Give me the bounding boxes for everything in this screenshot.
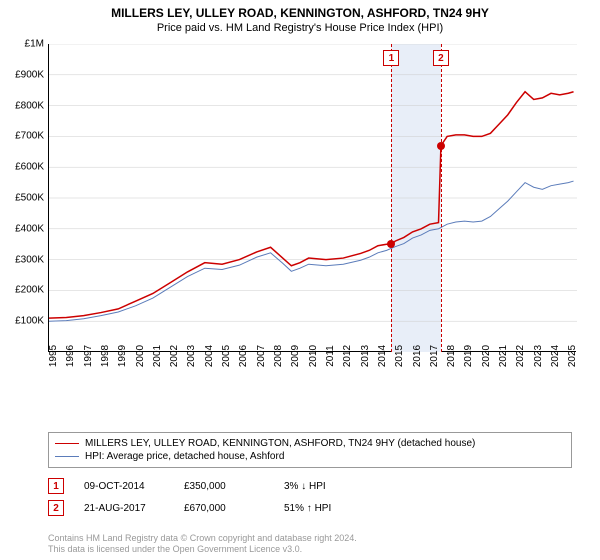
- x-tick-label: 2017: [429, 345, 440, 367]
- x-tick-label: 2002: [169, 345, 180, 367]
- x-tick-label: 2014: [377, 345, 388, 367]
- x-tick-label: 2016: [412, 345, 423, 367]
- x-tick-label: 1995: [48, 345, 59, 367]
- sale-vline: [391, 44, 392, 352]
- x-tick-label: 2023: [533, 345, 544, 367]
- legend-row-price-paid: MILLERS LEY, ULLEY ROAD, KENNINGTON, ASH…: [55, 437, 565, 450]
- x-tick-label: 1996: [65, 345, 76, 367]
- x-tick-label: 2020: [481, 345, 492, 367]
- sale-price-2: £670,000: [184, 503, 264, 514]
- y-tick-label: £900K: [15, 69, 44, 80]
- sale-date-2: 21-AUG-2017: [84, 503, 164, 514]
- x-tick-label: 2010: [308, 345, 319, 367]
- legend-row-hpi: HPI: Average price, detached house, Ashf…: [55, 450, 565, 463]
- x-tick-label: 2006: [238, 345, 249, 367]
- x-tick-label: 2022: [515, 345, 526, 367]
- plot-svg: [49, 44, 577, 352]
- series-line-hpi: [49, 181, 574, 321]
- y-tick-label: £700K: [15, 131, 44, 142]
- x-tick-label: 2019: [463, 345, 474, 367]
- x-tick-label: 2007: [256, 345, 267, 367]
- plot-sale-marker: 2: [433, 50, 449, 66]
- sale-diff-1: 3% ↓ HPI: [284, 481, 364, 492]
- sale-diff-2: 51% ↑ HPI: [284, 503, 364, 514]
- sale-row-1: 1 09-OCT-2014 £350,000 3% ↓ HPI: [48, 478, 364, 494]
- footer-line-1: Contains HM Land Registry data © Crown c…: [48, 533, 357, 545]
- sale-dot: [437, 142, 445, 150]
- sale-marker-2: 2: [48, 500, 64, 516]
- sale-vline: [441, 44, 442, 352]
- x-tick-label: 2001: [152, 345, 163, 367]
- legend-swatch-hpi: [55, 456, 79, 457]
- x-tick-label: 2011: [325, 345, 336, 367]
- x-tick-label: 1999: [117, 345, 128, 367]
- legend-swatch-price-paid: [55, 443, 79, 445]
- sale-dot: [387, 240, 395, 248]
- x-tick-label: 2004: [204, 345, 215, 367]
- legend-label-hpi: HPI: Average price, detached house, Ashf…: [85, 451, 284, 462]
- x-tick-label: 2009: [290, 345, 301, 367]
- y-tick-label: £800K: [15, 100, 44, 111]
- y-tick-label: £400K: [15, 223, 44, 234]
- chart-title: MILLERS LEY, ULLEY ROAD, KENNINGTON, ASH…: [0, 0, 600, 20]
- sale-marker-1: 1: [48, 478, 64, 494]
- x-tick-label: 2013: [360, 345, 371, 367]
- x-tick-label: 2005: [221, 345, 232, 367]
- footer-line-2: This data is licensed under the Open Gov…: [48, 544, 357, 556]
- x-tick-label: 2015: [394, 345, 405, 367]
- y-tick-label: £1M: [25, 39, 44, 50]
- plot-sale-marker: 1: [383, 50, 399, 66]
- sale-price-1: £350,000: [184, 481, 264, 492]
- x-tick-label: 2021: [498, 345, 509, 367]
- x-tick-label: 2008: [273, 345, 284, 367]
- x-tick-label: 2024: [550, 345, 561, 367]
- series-line-price_paid: [49, 92, 574, 318]
- footer: Contains HM Land Registry data © Crown c…: [48, 533, 357, 556]
- x-tick-label: 2000: [135, 345, 146, 367]
- sale-row-2: 2 21-AUG-2017 £670,000 51% ↑ HPI: [48, 500, 364, 516]
- x-tick-label: 1997: [83, 345, 94, 367]
- x-tick-label: 2012: [342, 345, 353, 367]
- chart-subtitle: Price paid vs. HM Land Registry's House …: [0, 20, 600, 34]
- x-tick-label: 1998: [100, 345, 111, 367]
- y-tick-label: £500K: [15, 193, 44, 204]
- x-tick-label: 2018: [446, 345, 457, 367]
- legend: MILLERS LEY, ULLEY ROAD, KENNINGTON, ASH…: [48, 432, 572, 468]
- y-tick-label: £600K: [15, 162, 44, 173]
- plot-area: 12: [48, 44, 576, 352]
- legend-label-price-paid: MILLERS LEY, ULLEY ROAD, KENNINGTON, ASH…: [85, 438, 475, 449]
- chart-area: £100K£200K£300K£400K£500K£600K£700K£800K…: [48, 44, 576, 394]
- sale-date-1: 09-OCT-2014: [84, 481, 164, 492]
- x-tick-label: 2025: [567, 345, 578, 367]
- y-tick-label: £300K: [15, 254, 44, 265]
- y-tick-label: £200K: [15, 285, 44, 296]
- chart-container: MILLERS LEY, ULLEY ROAD, KENNINGTON, ASH…: [0, 0, 600, 560]
- y-tick-label: £100K: [15, 316, 44, 327]
- x-tick-label: 2003: [186, 345, 197, 367]
